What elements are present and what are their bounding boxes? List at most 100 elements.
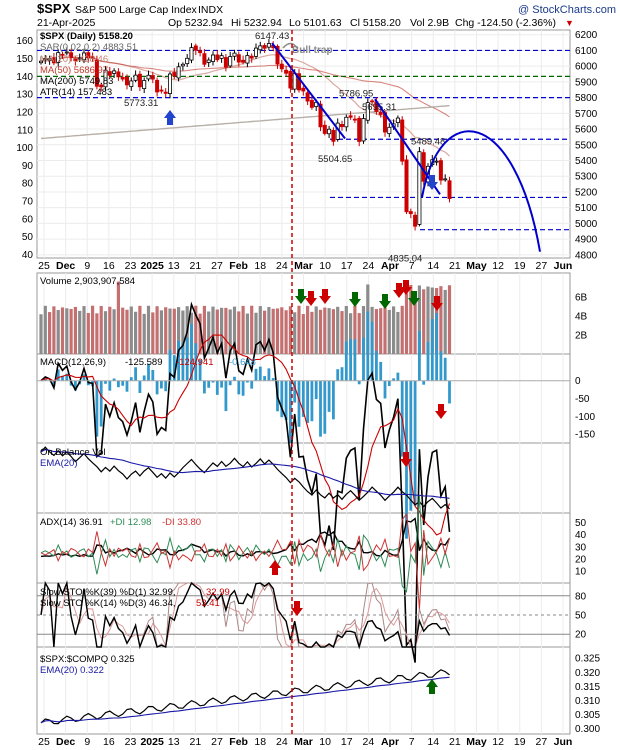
volume-bar [69,308,73,354]
low-value: Lo 5101.63 [289,17,342,29]
macd-histogram-bar [134,367,137,381]
volume-bar [318,309,323,354]
volume-bar [237,311,241,354]
candle-body [73,58,78,62]
price-annotation: 5489.48 [411,137,445,148]
axis-labels: 2525DecDec991616232320252025131321212727… [16,30,600,748]
candle-body [361,118,366,142]
volume-red-arrow-icon [400,280,412,295]
macd-histogram-bar [151,369,155,381]
volume-bar [155,306,159,354]
bull-trap-bracket [282,42,298,49]
ratio-tick: 0.305 [575,710,600,721]
x-tick-label-top: 12 [492,260,504,272]
volume-bar [232,306,237,354]
volume-bar [340,311,344,354]
volume-tick: 2B [575,331,588,342]
macd-histogram-bar [448,380,451,404]
candle-body [327,128,332,135]
candle-body [322,124,327,134]
macd-histogram-bar [211,380,215,383]
macd-histogram-bar [172,355,176,381]
macd-histogram-bar [190,324,193,381]
candle-body [172,72,177,77]
candle-body [69,52,74,59]
candle-body [348,115,353,118]
candle-body [120,76,125,80]
candle-body [180,63,185,67]
volume-bar [314,306,318,354]
x-tick-label-bottom: 14 [427,736,439,748]
x-tick-label-top: May [466,260,487,272]
x-tick-label-top: 10 [319,260,331,272]
volume-bar [396,311,400,354]
macd-histogram-bar [362,337,365,381]
sto-slow-k-line [40,580,451,650]
price-annotation: 5695.31 [362,102,396,113]
volume-bar [383,307,387,354]
macd-histogram-bar [82,374,86,381]
volume-bar [194,305,198,354]
high-value: Hi 5232.94 [231,17,282,29]
x-tick-label-top: 27 [536,260,548,272]
change-down-icon: ▼ [565,18,574,28]
price-left-tick: 60 [22,214,34,225]
x-tick-label-bottom: 19 [514,736,526,748]
x-tick-label-top: Jun [554,260,573,272]
candle-body [318,103,323,128]
sto-red-arrow-icon [291,601,303,616]
candle-body [202,53,207,65]
candle-body [77,57,82,60]
price-right-tick: 6200 [575,30,598,41]
volume-bar [99,305,103,354]
candle-body [137,73,142,88]
macd-histogram-bar [430,319,434,381]
macd-line [40,301,451,663]
macd-legend: MACD(12,26,9) -125.589 -124.941 -0.648 [40,357,256,368]
x-tick-label-bottom: 27 [536,736,548,748]
macd-histogram-bar [357,380,361,385]
macd-histogram-bar [185,337,189,381]
volume-bar [361,306,366,354]
volume-bar [241,305,245,354]
volume-bar [357,313,361,354]
volume-bar [198,313,202,354]
volume-bar [60,307,65,354]
macd-histogram-bar [233,376,236,381]
volume-bar [224,307,228,354]
candle-body [129,80,134,88]
candle-body [284,69,289,74]
macd-histogram-bar [396,372,400,381]
x-tick-label-top: 24 [363,260,375,272]
macd-histogram-bar [344,341,348,381]
macd-histogram-bar [198,359,202,381]
price-left-tick: 50 [22,232,34,243]
volume-bar [177,307,181,354]
volume-bar [91,305,95,354]
adx-legend: ADX(14) 36.91 +DI 12.98 -DI 33.80 [40,517,201,528]
macd-histogram-bar [220,380,223,388]
volume-red-arrow-icon [393,283,405,298]
macd-histogram-bar [422,380,426,385]
macd-histogram-bar [74,380,77,391]
volume-bar [181,310,185,354]
volume-bar [112,309,116,354]
macd-histogram-bar [203,380,206,394]
volume-bar [284,310,288,354]
candle-body [413,214,418,227]
macd-histogram-bar [280,380,284,418]
macd-histogram-bar [336,369,340,381]
volume-bar [95,313,99,354]
x-tick-label-top: Apr [381,260,399,272]
candle-body [408,211,413,215]
macd-histogram-bar [418,330,421,381]
candle-body [163,91,168,94]
index-name: S&P 500 Large Cap Index [75,4,198,16]
adx-tick: 50 [575,518,587,529]
price-left-tick: 80 [22,179,34,190]
candle-body [279,63,284,70]
x-tick-label-bottom: Mar [294,736,313,748]
candle-body [90,56,95,59]
candle-body [262,45,267,49]
ma200-line [40,104,450,140]
